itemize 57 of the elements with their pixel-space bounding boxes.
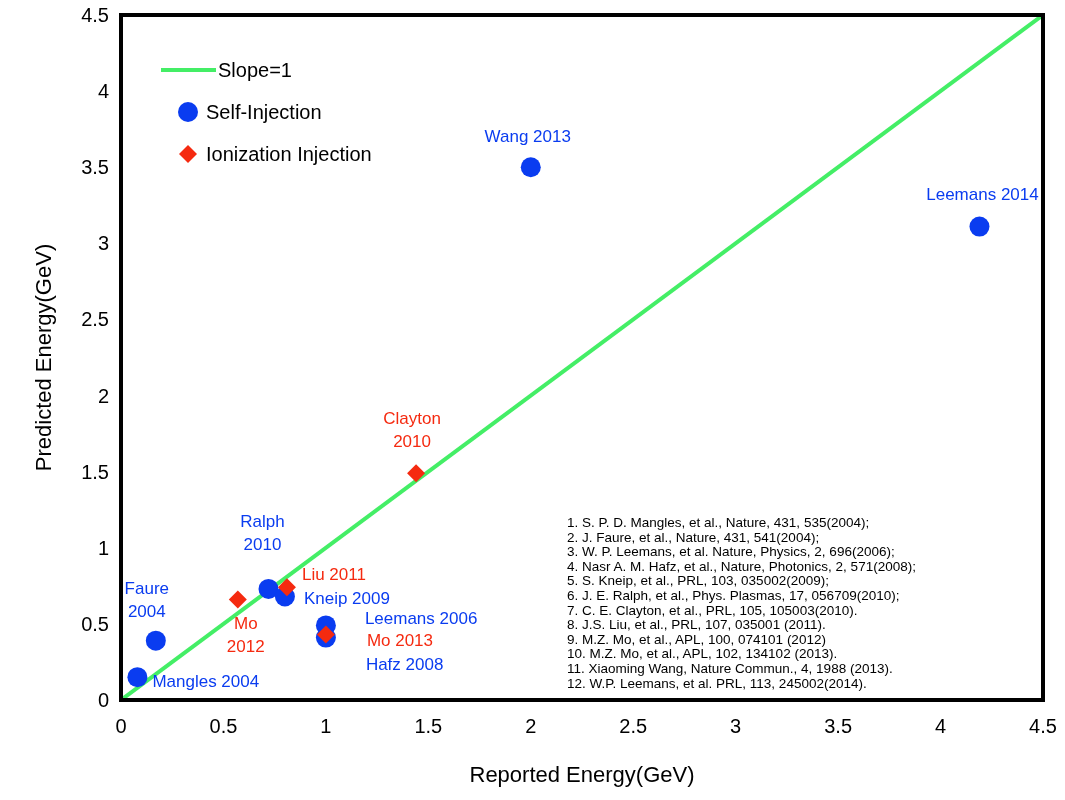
point xyxy=(277,578,296,597)
annotation: Clayton 2010 xyxy=(383,409,441,452)
annotation: 9. M.Z. Mo, et al., APL, 100, 074101 (2012) xyxy=(567,631,826,647)
x-tick-label: 0.5 xyxy=(209,715,238,737)
annotation: 5. S. Kneip, et al., PRL, 103, 035002(2009); xyxy=(567,573,829,589)
y-tick-label: 3 xyxy=(97,232,109,255)
y-tick-label: 0 xyxy=(97,689,109,711)
point xyxy=(145,630,166,651)
annotation: 4. Nasr A. M. Hafz, et al., Nature, Photonics, 2, 571(2008); xyxy=(567,558,916,574)
annotation: Wang 2013 xyxy=(484,127,571,147)
annotation: Leemans 2014 xyxy=(926,184,1039,204)
annotation: Hafz 2008 xyxy=(365,654,444,674)
x-tick-label: 4 xyxy=(934,715,947,737)
y-tick-label: 0.5 xyxy=(81,612,109,635)
annotation: 6. J. E. Ralph, et al., Phys. Plasmas, 17, 056709(2010); xyxy=(567,588,900,603)
y-tick-label: 3.5 xyxy=(81,156,109,179)
x-tick-label: 4.5 xyxy=(1029,715,1057,737)
x-axis-title: Reported Energy(GeV) xyxy=(469,762,695,787)
annotation: Ralph 2010 xyxy=(240,511,285,554)
annotation: 11. Xiaoming Wang, Nature Commun., 4, 1988 (2013). xyxy=(567,661,893,676)
point xyxy=(407,464,426,483)
legend-label: Self-Injection xyxy=(206,101,322,123)
point xyxy=(520,157,541,178)
annotation: Liu 2011 xyxy=(301,565,366,585)
y-axis-title: Predicted Energy(GeV) xyxy=(31,243,56,472)
x-tick-label: 3 xyxy=(730,715,742,737)
annotation: 1. S. P. D. Mangles, et al., Nature, 431, 535(2004); xyxy=(567,515,870,530)
annotation: 8. J.S. Liu, et al., PRL, 107, 035001 (2011). xyxy=(567,617,826,633)
legend-label: Ionization Injection xyxy=(206,143,372,165)
point xyxy=(969,216,990,237)
x-tick-label: 2.5 xyxy=(619,715,648,737)
y-tick-label: 2 xyxy=(97,384,109,407)
y-tick-label: 1 xyxy=(97,536,109,559)
x-tick-label: 1.5 xyxy=(414,715,443,737)
y-tick-label: 4.5 xyxy=(81,4,109,26)
x-tick-label: 3.5 xyxy=(824,715,853,737)
legend-label: Slope=1 xyxy=(218,59,292,81)
annotation: Leemans 2006 xyxy=(364,609,478,629)
annotation: 2. J. Faure, et al., Nature, 431, 541(2004); xyxy=(567,529,820,545)
point xyxy=(228,590,247,609)
annotation: Mangles 2004 xyxy=(152,672,260,692)
point xyxy=(258,578,279,599)
annotation: Kneip 2009 xyxy=(303,589,390,609)
x-tick-label: 1 xyxy=(320,715,332,737)
annotation: Mo 2012 xyxy=(226,613,265,656)
annotation: 12. W.P. Leemans, et al. PRL, 113, 245002(2014). xyxy=(567,675,867,691)
annotation: 3. W. P. Leemans, et al. Nature, Physics, 2, 696(2006); xyxy=(567,544,895,560)
y-tick-label: 1.5 xyxy=(81,460,109,483)
annotation: 7. C. E. Clayton, et al., PRL, 105, 105003(2010). xyxy=(567,602,858,618)
annotation: Faure 2004 xyxy=(124,578,170,621)
point xyxy=(127,667,148,688)
annotation: Mo 2013 xyxy=(366,630,434,650)
y-tick-label: 4 xyxy=(97,80,109,103)
y-tick-label: 2.5 xyxy=(81,308,109,331)
annotation: 10. M.Z. Mo, et al., APL, 102, 134102 (2013). xyxy=(567,646,838,662)
x-tick-label: 0 xyxy=(115,715,127,737)
x-tick-label: 2 xyxy=(525,715,537,737)
